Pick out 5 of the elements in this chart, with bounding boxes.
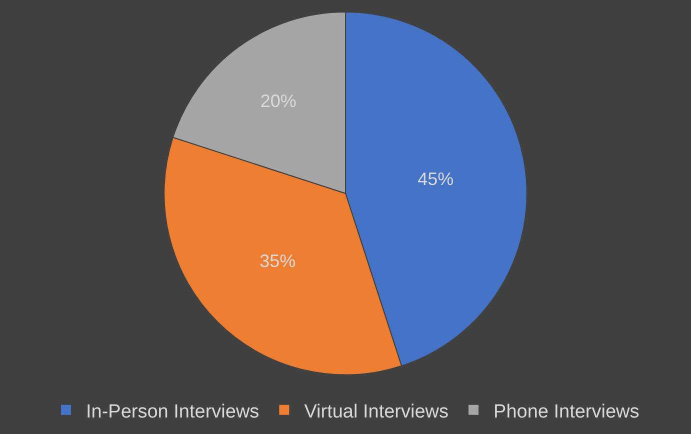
data-label: 45% bbox=[418, 169, 454, 190]
legend-label: Virtual Interviews bbox=[304, 401, 449, 422]
data-label: 35% bbox=[260, 251, 296, 272]
legend-label: In-Person Interviews bbox=[86, 401, 260, 422]
legend-label: Phone Interviews bbox=[494, 401, 640, 422]
